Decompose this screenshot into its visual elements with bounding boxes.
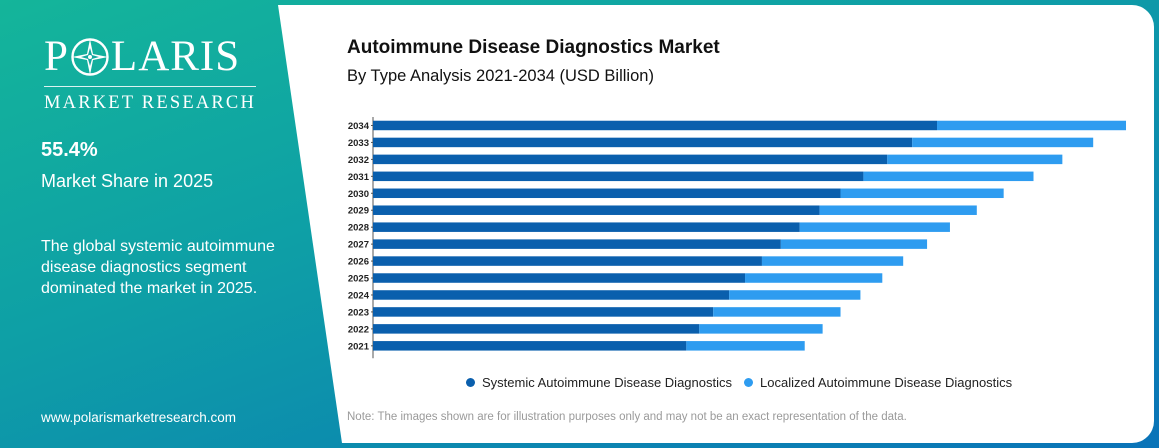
legend-dot-systemic: [466, 378, 475, 387]
y-tick-label-2028: 2028: [348, 223, 369, 234]
y-tick-label-2030: 2030: [348, 189, 369, 200]
bar-localized-2024: [729, 290, 861, 300]
y-tick-label-2033: 2033: [348, 138, 369, 149]
bar-localized-2033: [912, 137, 1094, 148]
share-label: Market Share in 2025: [41, 171, 214, 191]
bar-systemic-2025: [373, 273, 746, 283]
bar-systemic-2028: [373, 222, 800, 232]
y-tick-label-2027: 2027: [348, 240, 369, 251]
legend-item-systemic: Systemic Autoimmune Disease Diagnostics: [466, 375, 732, 390]
bar-systemic-2034: [373, 120, 938, 131]
bar-localized-2030: [840, 188, 1004, 199]
legend-dot-localized: [744, 378, 753, 387]
bar-systemic-2026: [373, 256, 762, 266]
left-panel: P LARIS MARKET RESEARCH 55.4% Market Sha…: [0, 0, 330, 448]
bar-localized-2028: [799, 222, 950, 232]
y-tick-label-2022: 2022: [348, 324, 369, 335]
y-tick-label-2021: 2021: [348, 341, 370, 352]
bar-localized-2022: [699, 324, 823, 334]
bar-systemic-2021: [373, 341, 687, 351]
logo-divider: [44, 86, 256, 87]
bar-systemic-2023: [373, 307, 714, 317]
y-tick-label-2029: 2029: [348, 206, 369, 217]
bar-systemic-2027: [373, 239, 781, 249]
bar-localized-2023: [713, 307, 841, 317]
disclaimer-note: Note: The images shown are for illustrat…: [347, 411, 907, 423]
share-value: 55.4%: [41, 139, 98, 161]
website-link[interactable]: www.polarismarketresearch.com: [41, 410, 237, 425]
bar-localized-2032: [887, 154, 1063, 165]
compass-star-icon: [71, 38, 109, 76]
logo-name-right: LARIS: [110, 33, 241, 80]
bar-localized-2025: [745, 273, 883, 283]
chart-title: Autoimmune Disease Diagnostics Market: [347, 37, 720, 58]
polaris-logo: P LARIS MARKET RESEARCH: [44, 34, 259, 114]
bar-systemic-2030: [373, 188, 841, 199]
legend-label-systemic: Systemic Autoimmune Disease Diagnostics: [482, 375, 732, 390]
y-tick-label-2034: 2034: [348, 121, 370, 132]
logo-subtitle: MARKET RESEARCH: [44, 93, 257, 113]
bar-localized-2029: [819, 205, 977, 215]
share-description: The global systemic autoimmune disease d…: [41, 238, 275, 297]
bar-localized-2031: [863, 171, 1034, 182]
bar-localized-2021: [686, 341, 805, 351]
chart-subtitle: By Type Analysis 2021-2034 (USD Billion): [347, 67, 654, 85]
bar-systemic-2033: [373, 137, 913, 148]
bar-systemic-2024: [373, 290, 730, 300]
logo-wordmark: P LARIS: [44, 34, 259, 80]
bar-systemic-2022: [373, 324, 700, 334]
bar-localized-2034: [937, 120, 1127, 131]
bar-localized-2026: [761, 256, 904, 266]
y-tick-label-2026: 2026: [348, 257, 369, 268]
bar-systemic-2031: [373, 171, 864, 182]
logo-name-left: P: [44, 33, 69, 80]
bar-systemic-2032: [373, 154, 888, 165]
y-tick-label-2032: 2032: [348, 155, 369, 166]
legend-item-localized: Localized Autoimmune Disease Diagnostics: [744, 375, 1012, 390]
chart-legend: Systemic Autoimmune Disease Diagnostics …: [466, 375, 1024, 390]
y-tick-label-2031: 2031: [348, 172, 370, 183]
y-tick-label-2025: 2025: [348, 274, 370, 285]
bar-localized-2027: [780, 239, 928, 249]
legend-label-localized: Localized Autoimmune Disease Diagnostics: [760, 375, 1013, 390]
y-tick-label-2023: 2023: [348, 307, 369, 318]
y-tick-label-2024: 2024: [348, 290, 370, 301]
bar-systemic-2029: [373, 205, 820, 215]
